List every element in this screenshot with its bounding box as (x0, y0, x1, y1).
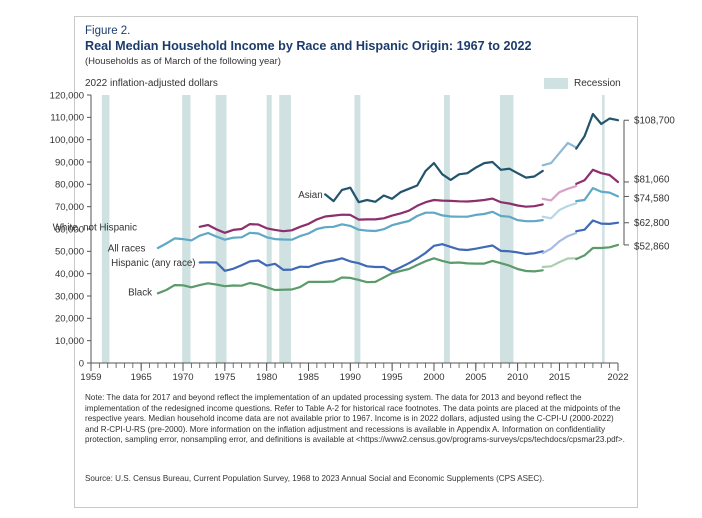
y-tick-label-7: 70,000 (55, 202, 84, 213)
series-label-0: Asian (298, 190, 323, 201)
x-tick-label-11: 2015 (549, 372, 570, 383)
legend-recession-label: Recession (574, 78, 621, 89)
series-line-0-seg-2 (575, 112, 620, 150)
figure-label: Figure 2. (85, 25, 131, 37)
series-line-1-seg-2 (575, 168, 620, 185)
recession-band-8 (602, 95, 605, 363)
x-tick-label-4: 1980 (256, 372, 277, 383)
end-value-label-3: $62,800 (634, 218, 670, 229)
y-axis-label: 2022 inflation-adjusted dollars (85, 78, 218, 89)
x-tick-label-7: 1995 (382, 372, 403, 383)
series-label-2: All races (108, 243, 146, 254)
recession-band-6 (444, 95, 450, 363)
x-tick-label-12: 2022 (607, 372, 628, 383)
series-line-2-seg-1 (541, 202, 578, 220)
x-tick-label-2: 1970 (172, 372, 193, 383)
series-line-3-seg-1 (541, 231, 578, 255)
y-tick-label-0: 0 (79, 358, 84, 369)
y-tick-label-8: 80,000 (55, 180, 84, 191)
recession-band-0 (101, 95, 110, 363)
y-tick-label-6: 60,000 (55, 224, 84, 235)
series-line-1-seg-0 (198, 197, 544, 234)
end-value-label-4: $52,860 (634, 242, 670, 253)
y-tick-label-12: 120,000 (50, 90, 84, 101)
x-tick-label-0: 1959 (80, 372, 101, 383)
y-tick-label-9: 90,000 (55, 157, 84, 168)
series-label-4: Black (128, 288, 152, 299)
series-label-3: Hispanic (any race) (111, 258, 195, 269)
y-tick-label-1: 10,000 (55, 336, 84, 347)
chart-source: Source: U.S. Census Bureau, Current Popu… (85, 474, 545, 483)
x-tick-label-5: 1985 (298, 372, 319, 383)
recession-band-1 (182, 95, 191, 363)
x-tick-label-8: 2000 (423, 372, 444, 383)
series-line-0-seg-0 (324, 160, 544, 204)
chart-note: Note: The data for 2017 and beyond refle… (85, 393, 625, 445)
recession-band-2 (215, 95, 227, 363)
y-tick-label-10: 100,000 (50, 135, 84, 146)
recession-swatch (544, 78, 568, 89)
x-tick-label-6: 1990 (340, 372, 361, 383)
recession-band-4 (279, 95, 291, 363)
x-tick-label-9: 2005 (465, 372, 486, 383)
series-line-1-seg-1 (541, 185, 578, 202)
x-tick-label-3: 1975 (214, 372, 235, 383)
x-tick-label-1: 1965 (131, 372, 152, 383)
chart-title: Real Median Household Income by Race and… (85, 39, 532, 53)
series-line-0-seg-1 (541, 141, 578, 167)
series-line-3-seg-0 (198, 243, 544, 273)
series-line-4-seg-0 (156, 257, 544, 295)
y-tick-label-2: 20,000 (55, 314, 84, 325)
y-tick-label-4: 40,000 (55, 269, 84, 280)
series-line-4-seg-1 (541, 257, 578, 269)
series-line-2-seg-2 (575, 187, 620, 203)
y-tick-label-5: 50,000 (55, 247, 84, 258)
series-line-3-seg-2 (575, 219, 620, 233)
y-tick-label-11: 110,000 (50, 113, 84, 124)
series-line-2-seg-0 (156, 210, 544, 250)
y-tick-label-3: 30,000 (55, 291, 84, 302)
recession-band-7 (500, 95, 514, 363)
end-value-label-2: $74,580 (634, 194, 670, 205)
x-tick-label-10: 2010 (507, 372, 528, 383)
chart-subtitle: (Households as of March of the following… (85, 56, 281, 67)
end-value-label-0: $108,700 (634, 116, 675, 127)
series-label-1: White, not Hispanic (53, 223, 137, 234)
legend: Recession (544, 78, 621, 89)
series-line-4-seg-2 (575, 243, 620, 261)
end-value-label-1: $81,060 (634, 174, 670, 185)
